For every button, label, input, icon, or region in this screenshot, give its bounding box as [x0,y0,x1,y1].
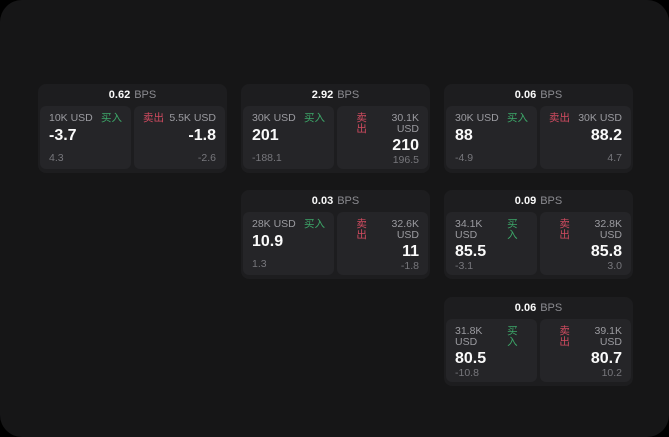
buy-amount: 10K USD [49,112,93,124]
sell-delta: 196.5 [392,154,419,167]
card-header: 0.06 BPS [444,297,633,319]
sell-quote-panel[interactable]: 卖出 39.1K USD 80.7 10.2 [540,319,631,382]
bps-unit: BPS [337,88,360,101]
buy-quote-panel[interactable]: 30K USD 买入 88 -4.9 [446,106,537,169]
sell-price: 210 [392,137,419,154]
sell-delta: 4.7 [607,151,622,164]
sell-quote-panel[interactable]: 卖出 32.6K USD 11 -1.8 [337,212,428,275]
buy-delta: 4.3 [49,151,64,164]
sell-delta: 10.2 [601,367,622,380]
buy-button[interactable]: 买入 [304,112,325,124]
sell-price: -1.8 [188,126,216,144]
sell-price: 88.2 [590,126,622,144]
bps-value: 0.03 [311,194,334,207]
quote-card: 0.06 BPS 30K USD 买入 88 -4.9 卖出 30K USD 8… [444,84,633,173]
buy-quote-panel[interactable]: 30K USD 买入 201 -188.1 [243,106,334,169]
card-header: 0.03 BPS [241,190,430,212]
sell-price: 11 [402,243,419,260]
buy-quote-panel[interactable]: 31.8K USD 买入 80.5 -10.8 [446,319,537,382]
buy-amount: 31.8K USD [455,325,483,348]
sell-amount: 32.8K USD [594,218,622,241]
sell-price: 85.8 [590,243,622,260]
sell-amount: 5.5K USD [169,112,216,124]
card-header: 2.92 BPS [241,84,430,106]
sell-quote-panel[interactable]: 卖出 30K USD 88.2 4.7 [540,106,631,169]
card-header: 0.62 BPS [38,84,227,106]
sell-amount: 39.1K USD [594,325,622,348]
quote-card: 2.92 BPS 30K USD 买入 201 -188.1 卖出 30.1K … [241,84,430,173]
buy-price: -3.7 [49,126,77,144]
sell-delta: -1.8 [400,260,419,273]
buy-button[interactable]: 买入 [507,325,518,348]
bps-value: 2.92 [311,88,334,101]
buy-amount: 30K USD [455,112,499,124]
buy-delta: -3.1 [455,260,474,273]
sell-button[interactable]: 卖出 [559,325,570,348]
quote-card: 0.03 BPS 28K USD 买入 10.9 1.3 卖出 32.6K US… [241,190,430,279]
buy-delta: 1.3 [252,257,267,270]
buy-button[interactable]: 买入 [507,218,518,241]
buy-quote-panel[interactable]: 28K USD 买入 10.9 1.3 [243,212,334,275]
sell-quote-panel[interactable]: 卖出 32.8K USD 85.8 3.0 [540,212,631,275]
buy-delta: -4.9 [455,151,474,164]
quote-card: 0.09 BPS 34.1K USD 买入 85.5 -3.1 卖出 32.8K… [444,190,633,279]
sell-amount: 30.1K USD [391,112,419,135]
sell-delta: -2.6 [197,151,216,164]
sell-button[interactable]: 卖出 [549,112,570,124]
buy-button[interactable]: 买入 [507,112,528,124]
bps-value: 0.06 [514,88,537,101]
sell-quote-panel[interactable]: 卖出 5.5K USD -1.8 -2.6 [134,106,225,169]
buy-price: 80.5 [455,350,487,367]
card-body: 30K USD 买入 88 -4.9 卖出 30K USD 88.2 4.7 [444,106,633,171]
card-body: 28K USD 买入 10.9 1.3 卖出 32.6K USD 11 -1.8 [241,212,430,277]
card-header: 0.06 BPS [444,84,633,106]
bps-unit: BPS [540,301,563,314]
buy-amount: 30K USD [252,112,296,124]
buy-delta: -10.8 [455,367,479,380]
sell-button[interactable]: 卖出 [559,218,570,241]
sell-delta: 3.0 [607,260,622,273]
sell-quote-panel[interactable]: 卖出 30.1K USD 210 196.5 [337,106,428,169]
card-body: 31.8K USD 买入 80.5 -10.8 卖出 39.1K USD 80.… [444,319,633,384]
buy-amount: 34.1K USD [455,218,483,241]
bps-unit: BPS [540,194,563,207]
buy-price: 10.9 [252,232,284,250]
buy-amount: 28K USD [252,218,296,230]
sell-amount: 32.6K USD [391,218,419,241]
sell-button[interactable]: 卖出 [356,218,367,241]
quote-card: 0.06 BPS 31.8K USD 买入 80.5 -10.8 卖出 39.1… [444,297,633,386]
bps-value: 0.06 [514,301,537,314]
sell-button[interactable]: 卖出 [356,112,367,135]
buy-price: 85.5 [455,243,487,260]
buy-button[interactable]: 买入 [304,218,325,230]
buy-price: 88 [455,126,473,144]
sell-price: 80.7 [590,350,622,367]
bps-unit: BPS [337,194,360,207]
bps-unit: BPS [134,88,157,101]
bps-value: 0.09 [514,194,537,207]
bps-value: 0.62 [108,88,131,101]
buy-button[interactable]: 买入 [101,112,122,124]
card-body: 10K USD 买入 -3.7 4.3 卖出 5.5K USD -1.8 -2.… [38,106,227,171]
buy-quote-panel[interactable]: 34.1K USD 买入 85.5 -3.1 [446,212,537,275]
buy-delta: -188.1 [252,151,282,164]
sell-button[interactable]: 卖出 [143,112,164,124]
bps-unit: BPS [540,88,563,101]
sell-amount: 30K USD [578,112,622,124]
buy-quote-panel[interactable]: 10K USD 买入 -3.7 4.3 [40,106,131,169]
buy-price: 201 [252,126,279,144]
card-header: 0.09 BPS [444,190,633,212]
card-body: 30K USD 买入 201 -188.1 卖出 30.1K USD 210 1… [241,106,430,171]
quote-card: 0.62 BPS 10K USD 买入 -3.7 4.3 卖出 5.5K USD… [38,84,227,173]
card-body: 34.1K USD 买入 85.5 -3.1 卖出 32.8K USD 85.8… [444,212,633,277]
